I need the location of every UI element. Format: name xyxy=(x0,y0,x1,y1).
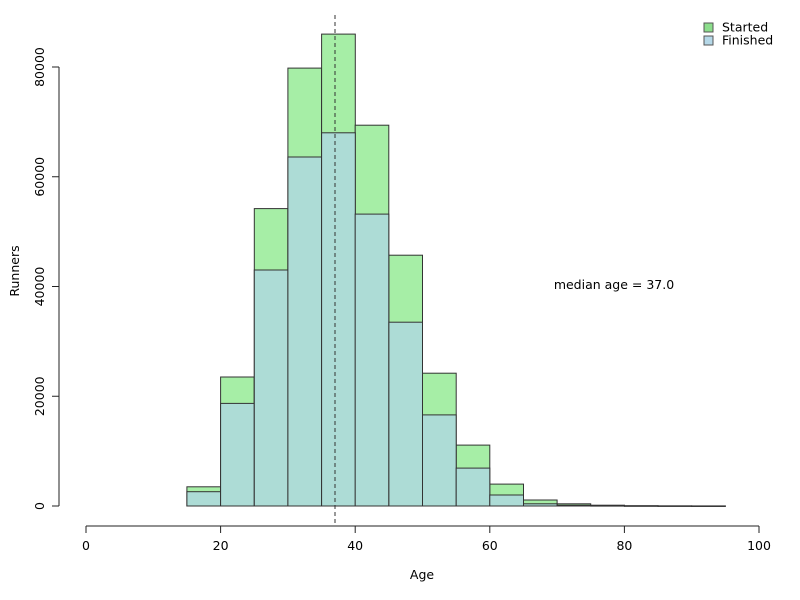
y-tick-label: 40000 xyxy=(32,267,47,307)
legend: Started Finished xyxy=(703,20,773,48)
median-annotation: median age = 37.0 xyxy=(554,277,674,292)
legend-label-started: Started xyxy=(722,20,768,35)
bars-layer xyxy=(186,33,726,507)
y-tick-label: 0 xyxy=(32,502,47,510)
legend-label-finished: Finished xyxy=(722,33,773,48)
x-tick-label: 40 xyxy=(347,538,363,553)
legend-swatch-finished xyxy=(703,35,714,46)
bar-finished xyxy=(556,504,592,507)
y-axis-title: Runners xyxy=(7,245,22,296)
bar-finished xyxy=(253,269,289,507)
bar-finished xyxy=(287,156,323,507)
y-tick-label: 80000 xyxy=(32,47,47,87)
x-tick-label: 0 xyxy=(82,538,90,553)
bar-finished xyxy=(354,213,390,507)
y-tick-label: 60000 xyxy=(32,157,47,197)
x-tick-label: 60 xyxy=(482,538,498,553)
y-tick-label: 20000 xyxy=(32,376,47,416)
x-axis-title: Age xyxy=(410,567,434,582)
x-tick-label: 80 xyxy=(616,538,632,553)
bar-finished xyxy=(388,321,423,507)
bar-finished xyxy=(186,491,222,507)
legend-swatch-started xyxy=(703,22,714,33)
x-tick-label: 100 xyxy=(747,538,771,553)
axes-layer: 0 20000 40000 60000 80000 0 20 40 60 80 100 xyxy=(32,47,771,553)
bar-finished xyxy=(455,467,491,507)
bar-finished xyxy=(489,494,524,507)
x-tick-label: 20 xyxy=(213,538,229,553)
bar-finished xyxy=(523,503,558,507)
bar-finished xyxy=(321,132,356,507)
bar-finished xyxy=(220,402,255,507)
bar-finished xyxy=(422,414,457,507)
